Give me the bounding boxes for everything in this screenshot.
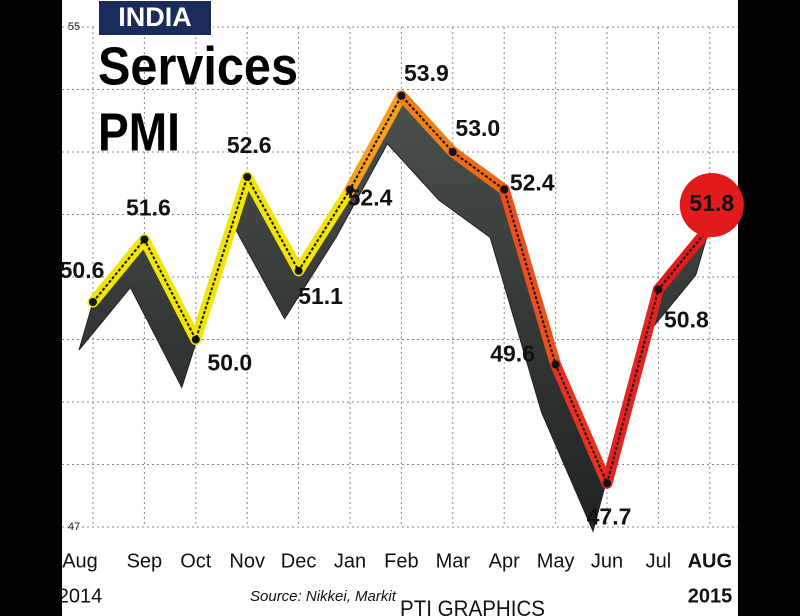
y-tick-label: 55 [68,21,80,33]
point [500,185,509,194]
source: Source: Nikkei, Markit [250,588,397,605]
point [654,285,663,294]
data-label: 52.6 [227,132,272,158]
x-tick-label: Oct [180,550,212,572]
x-tick-label: Jun [591,550,623,572]
point [140,235,149,244]
point [603,479,611,488]
end-year: 2015 [688,585,733,607]
x-tick-label: May [537,550,575,572]
x-tick-label: Apr [489,550,520,572]
point [243,173,252,181]
x-tick-label: Feb [384,550,418,572]
data-label: 52.4 [348,185,393,211]
badge-box [97,0,213,37]
data-label: 53.9 [404,60,449,86]
data-label: 49.6 [490,341,535,367]
point [89,298,97,306]
y-tick-label: 47 [68,521,80,533]
x-tick-label: Jul [646,550,672,572]
chart-title: Services [98,36,298,96]
point [551,360,560,369]
x-tick-label: Mar [436,550,471,572]
point [294,266,303,275]
point [191,335,200,344]
point [397,91,406,100]
chart-subtitle: PMI [98,102,180,162]
data-label: 53.0 [455,115,500,141]
x-tick-label: Jan [334,550,366,572]
data-label: 51.1 [298,283,343,309]
x-tick-label: Aug [62,550,98,572]
data-label: 50.0 [207,350,252,376]
data-label: 52.4 [510,170,555,196]
point [448,148,457,156]
x-tick-label: AUG [688,550,732,572]
x-tick-label: Sep [127,550,163,572]
highlight-circle [679,173,744,237]
data-label: 50.6 [60,257,105,283]
start-year: 2014 [58,585,103,607]
data-label: 47.7 [587,503,632,529]
point [346,185,354,194]
credit: PTI GRAPHICS [400,596,545,616]
x-tick-label: Dec [281,550,317,572]
x-tick-label: Nov [229,550,265,572]
badge: INDIA [118,2,192,32]
data-label: 51.8 [689,190,734,216]
data-label: 51.6 [126,195,171,221]
data-label: 50.8 [664,307,709,333]
